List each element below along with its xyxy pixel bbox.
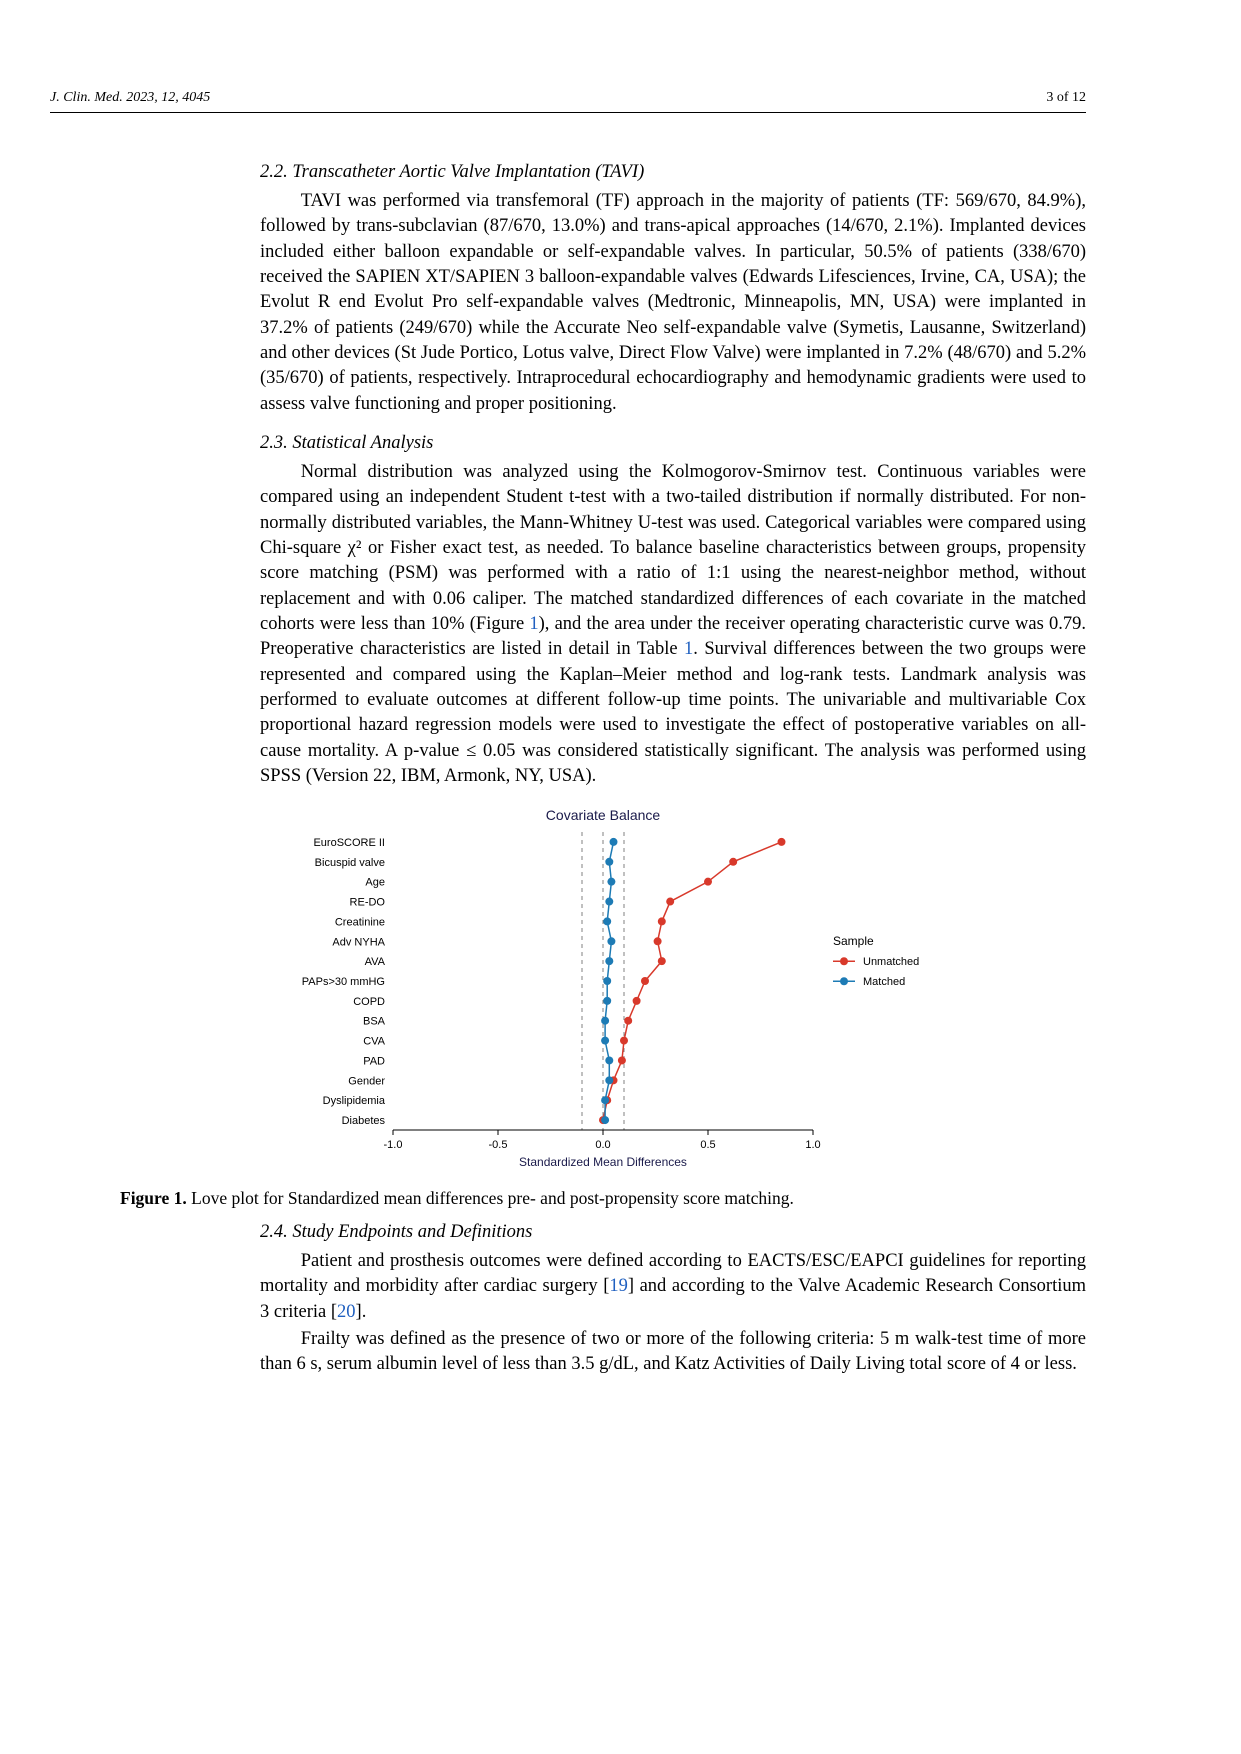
page-number: 3 of 12 (1046, 90, 1086, 106)
page-content: 2.2. Transcatheter Aortic Valve Implanta… (260, 150, 1086, 1380)
svg-text:Unmatched: Unmatched (863, 956, 919, 968)
text-run: Normal distribution was analyzed using t… (260, 462, 1086, 634)
figure-1-chart: Covariate Balance EuroSCORE II Bicuspid va… (253, 804, 953, 1174)
svg-text:Matched: Matched (863, 976, 905, 988)
svg-text:Gender: Gender (348, 1075, 385, 1087)
figure-1-caption: Figure 1. Love plot for Standardized mea… (120, 1187, 1086, 1211)
ref-20-link[interactable]: 20 (337, 1302, 356, 1322)
svg-text:PAD: PAD (363, 1055, 385, 1067)
svg-text:Creatinine: Creatinine (335, 916, 385, 928)
section-2-4-heading: 2.4. Study Endpoints and Definitions (260, 1220, 1086, 1245)
journal-citation: J. Clin. Med. 2023, 12, 4045 (50, 90, 210, 106)
svg-text:CVA: CVA (363, 1035, 385, 1047)
running-header: J. Clin. Med. 2023, 12, 4045 3 of 12 (50, 90, 1086, 106)
svg-text:Diabetes: Diabetes (342, 1115, 386, 1127)
figure-1-ref-link[interactable]: 1 (529, 614, 538, 634)
section-2-3-para-1: Normal distribution was analyzed using t… (260, 460, 1086, 789)
text-run: . Survival differences between the two g… (260, 639, 1086, 786)
svg-text:PAPs>30 mmHG: PAPs>30 mmHG (302, 976, 385, 988)
svg-text:Covariate Balance: Covariate Balance (546, 807, 661, 823)
svg-text:BSA: BSA (363, 1015, 386, 1027)
svg-text:-0.5: -0.5 (489, 1139, 508, 1151)
ref-19-link[interactable]: 19 (609, 1276, 628, 1296)
svg-text:RE-DO: RE-DO (350, 896, 386, 908)
svg-text:0.0: 0.0 (595, 1139, 610, 1151)
table-1-ref-link[interactable]: 1 (684, 639, 693, 659)
svg-text:COPD: COPD (353, 995, 385, 1007)
section-2-2-heading: 2.2. Transcatheter Aortic Valve Implanta… (260, 160, 1086, 185)
svg-text:Standardized Mean Differences: Standardized Mean Differences (519, 1155, 687, 1169)
svg-text:AVA: AVA (365, 956, 386, 968)
svg-text:1.0: 1.0 (805, 1139, 820, 1151)
svg-text:Bicuspid valve: Bicuspid valve (315, 856, 385, 868)
section-2-4-para-1: Patient and prosthesis outcomes were def… (260, 1249, 1086, 1325)
section-2-2-para-1: TAVI was performed via transfemoral (TF)… (260, 189, 1086, 417)
svg-text:0.5: 0.5 (700, 1139, 715, 1151)
figure-1: Covariate Balance EuroSCORE II Bicuspid va… (120, 804, 1086, 1179)
svg-text:Adv NYHA: Adv NYHA (332, 936, 385, 948)
svg-text:Dyslipidemia: Dyslipidemia (323, 1095, 386, 1107)
text-run: ]. (356, 1302, 367, 1322)
section-2-4-para-2: Frailty was defined as the presence of t… (260, 1327, 1086, 1378)
header-rule (50, 112, 1086, 113)
svg-text:-1.0: -1.0 (384, 1139, 403, 1151)
svg-text:EuroSCORE II: EuroSCORE II (313, 836, 385, 848)
svg-text:Sample: Sample (833, 934, 874, 948)
section-2-3-heading: 2.3. Statistical Analysis (260, 431, 1086, 456)
svg-text:Age: Age (365, 876, 385, 888)
figure-1-caption-label: Figure 1. (120, 1188, 187, 1208)
figure-1-caption-text: Love plot for Standardized mean differen… (187, 1188, 794, 1208)
